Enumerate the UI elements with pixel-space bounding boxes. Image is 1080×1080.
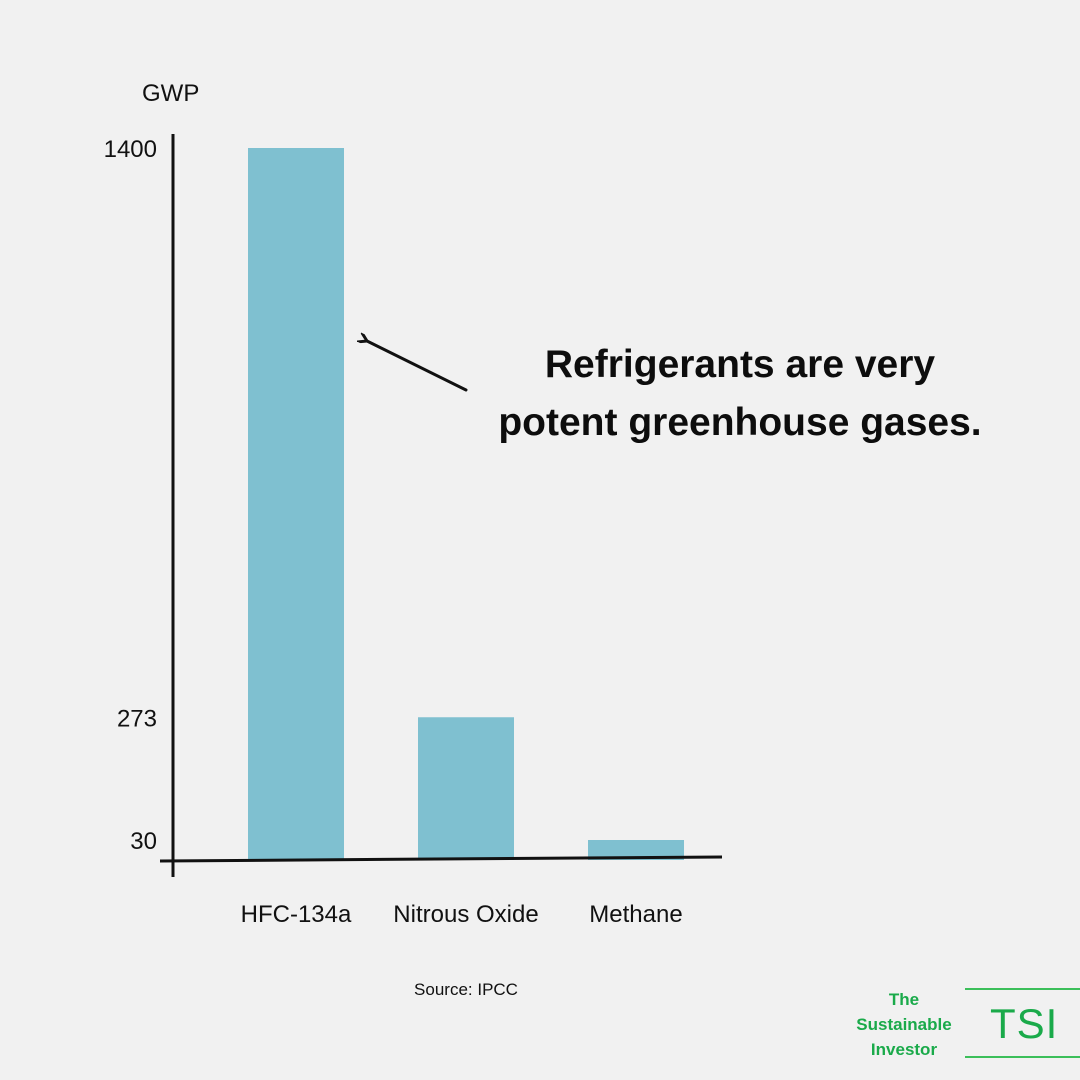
logo-line-2: Sustainable (856, 1015, 952, 1034)
logo-line-1: The (888, 990, 920, 1009)
annotation-text: Refrigerants are very potent greenhouse … (470, 336, 1010, 452)
y-axis-label: GWP (142, 80, 199, 107)
x-category-label: Nitrous Oxide (393, 901, 538, 928)
bar-nitrous-oxide (418, 717, 514, 860)
tsi-logo: The Sustainable Investor TSI (840, 985, 1080, 1065)
logo-monogram: TSI (990, 1000, 1059, 1047)
annotation-arrow (367, 341, 468, 392)
annotation-line-1: Refrigerants are very (544, 343, 936, 386)
x-category-label: HFC-134a (241, 901, 352, 928)
logo-rule-bottom (965, 1056, 1080, 1058)
y-tick-label: 30 (130, 828, 157, 855)
y-tick-label: 273 (117, 705, 157, 732)
y-tick-label: 1400 (104, 136, 157, 163)
annotation-line-2: potent greenhouse gases. (498, 401, 982, 444)
logo-rule-top (965, 988, 1080, 990)
bar-hfc-134a (248, 148, 344, 860)
x-axis (159, 855, 723, 863)
bar-methane (588, 840, 684, 860)
x-category-label: Methane (589, 901, 682, 928)
logo-wordmark: The Sustainable Investor (840, 987, 968, 1062)
source-note: Source: IPCC (414, 980, 518, 999)
logo-line-3: Investor (870, 1040, 938, 1059)
